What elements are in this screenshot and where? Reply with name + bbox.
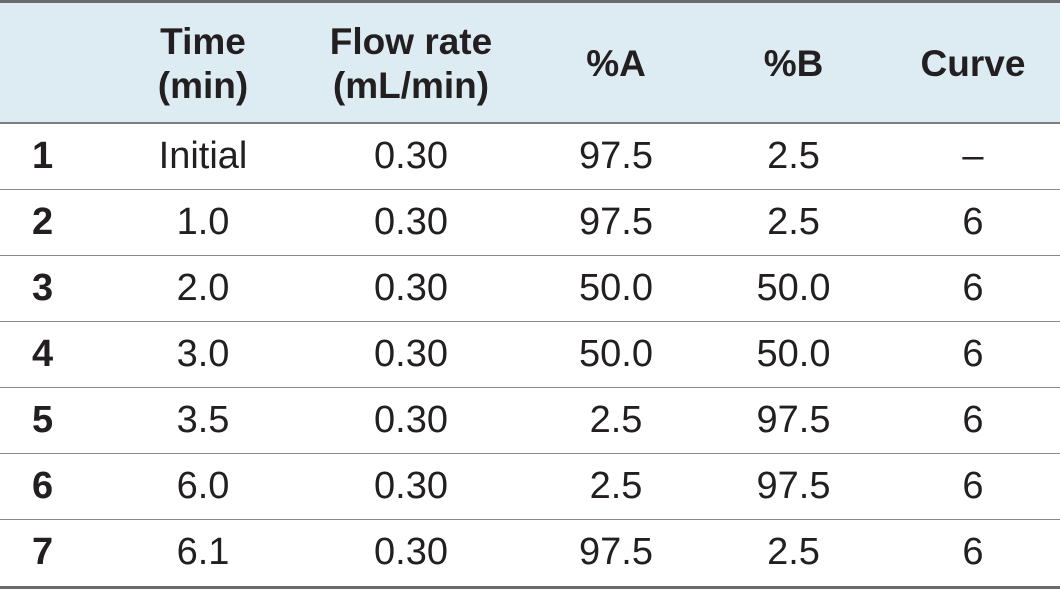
flow-rate-value: 0.30 (374, 135, 448, 177)
table-header-row: Time (min) Flow rate (mL/min) %A %B Curv… (0, 3, 1060, 124)
percent-b-value: 50.0 (756, 267, 831, 309)
table-row: 4 3.0 0.30 50.0 50.0 6 (0, 322, 1060, 388)
percent-a-value: 97.5 (579, 531, 653, 573)
flow-rate-value: 0.30 (374, 531, 448, 573)
percent-b-value: 2.5 (767, 135, 820, 177)
step-number: 7 (32, 531, 54, 573)
flow-rate-value: 0.30 (374, 399, 448, 441)
flow-rate-value: 0.30 (374, 267, 448, 309)
curve-value: 6 (962, 399, 984, 441)
flow-rate-value: 0.30 (374, 333, 448, 375)
header-step (0, 3, 115, 122)
step-number: 1 (32, 135, 54, 177)
flow-rate-value: 0.30 (374, 201, 448, 243)
step-number: 3 (32, 267, 54, 309)
step-number: 4 (32, 333, 54, 375)
curve-value: 6 (962, 267, 984, 309)
percent-b-value: 50.0 (756, 333, 831, 375)
table-row: 1 Initial 0.30 97.5 2.5 – (0, 124, 1060, 190)
time-value: Initial (158, 135, 248, 177)
header-percent-b: %B (763, 42, 824, 84)
percent-a-value: 97.5 (579, 201, 653, 243)
time-value: 1.0 (176, 201, 230, 243)
curve-value: 6 (962, 333, 984, 375)
curve-value: – (962, 135, 984, 177)
time-value: 6.1 (176, 531, 230, 573)
header-time: Time (min) (157, 20, 249, 106)
step-number: 2 (32, 201, 54, 243)
table-row: 7 6.1 0.30 97.5 2.5 6 (0, 520, 1060, 585)
table-row: 3 2.0 0.30 50.0 50.0 6 (0, 256, 1060, 322)
header-flow-rate: Flow rate (mL/min) (329, 20, 493, 106)
percent-b-value: 2.5 (767, 531, 820, 573)
header-curve: Curve (920, 42, 1026, 84)
table-row: 5 3.5 0.30 2.5 97.5 6 (0, 388, 1060, 454)
percent-b-value: 97.5 (756, 399, 831, 441)
percent-a-value: 2.5 (589, 399, 643, 441)
percent-a-value: 50.0 (579, 333, 653, 375)
header-percent-a: %A (586, 42, 646, 84)
percent-a-value: 97.5 (579, 135, 653, 177)
percent-a-value: 2.5 (589, 465, 643, 507)
percent-b-value: 2.5 (767, 201, 820, 243)
time-value: 3.5 (176, 399, 230, 441)
curve-value: 6 (962, 201, 984, 243)
step-number: 6 (32, 465, 54, 507)
percent-b-value: 97.5 (756, 465, 831, 507)
step-number: 5 (32, 399, 54, 441)
flow-rate-value: 0.30 (374, 465, 448, 507)
time-value: 2.0 (176, 267, 230, 309)
curve-value: 6 (962, 465, 984, 507)
table-row: 6 6.0 0.30 2.5 97.5 6 (0, 454, 1060, 520)
curve-value: 6 (962, 531, 984, 573)
percent-a-value: 50.0 (579, 267, 653, 309)
table-row: 2 1.0 0.30 97.5 2.5 6 (0, 190, 1060, 256)
time-value: 6.0 (176, 465, 230, 507)
time-value: 3.0 (176, 333, 230, 375)
